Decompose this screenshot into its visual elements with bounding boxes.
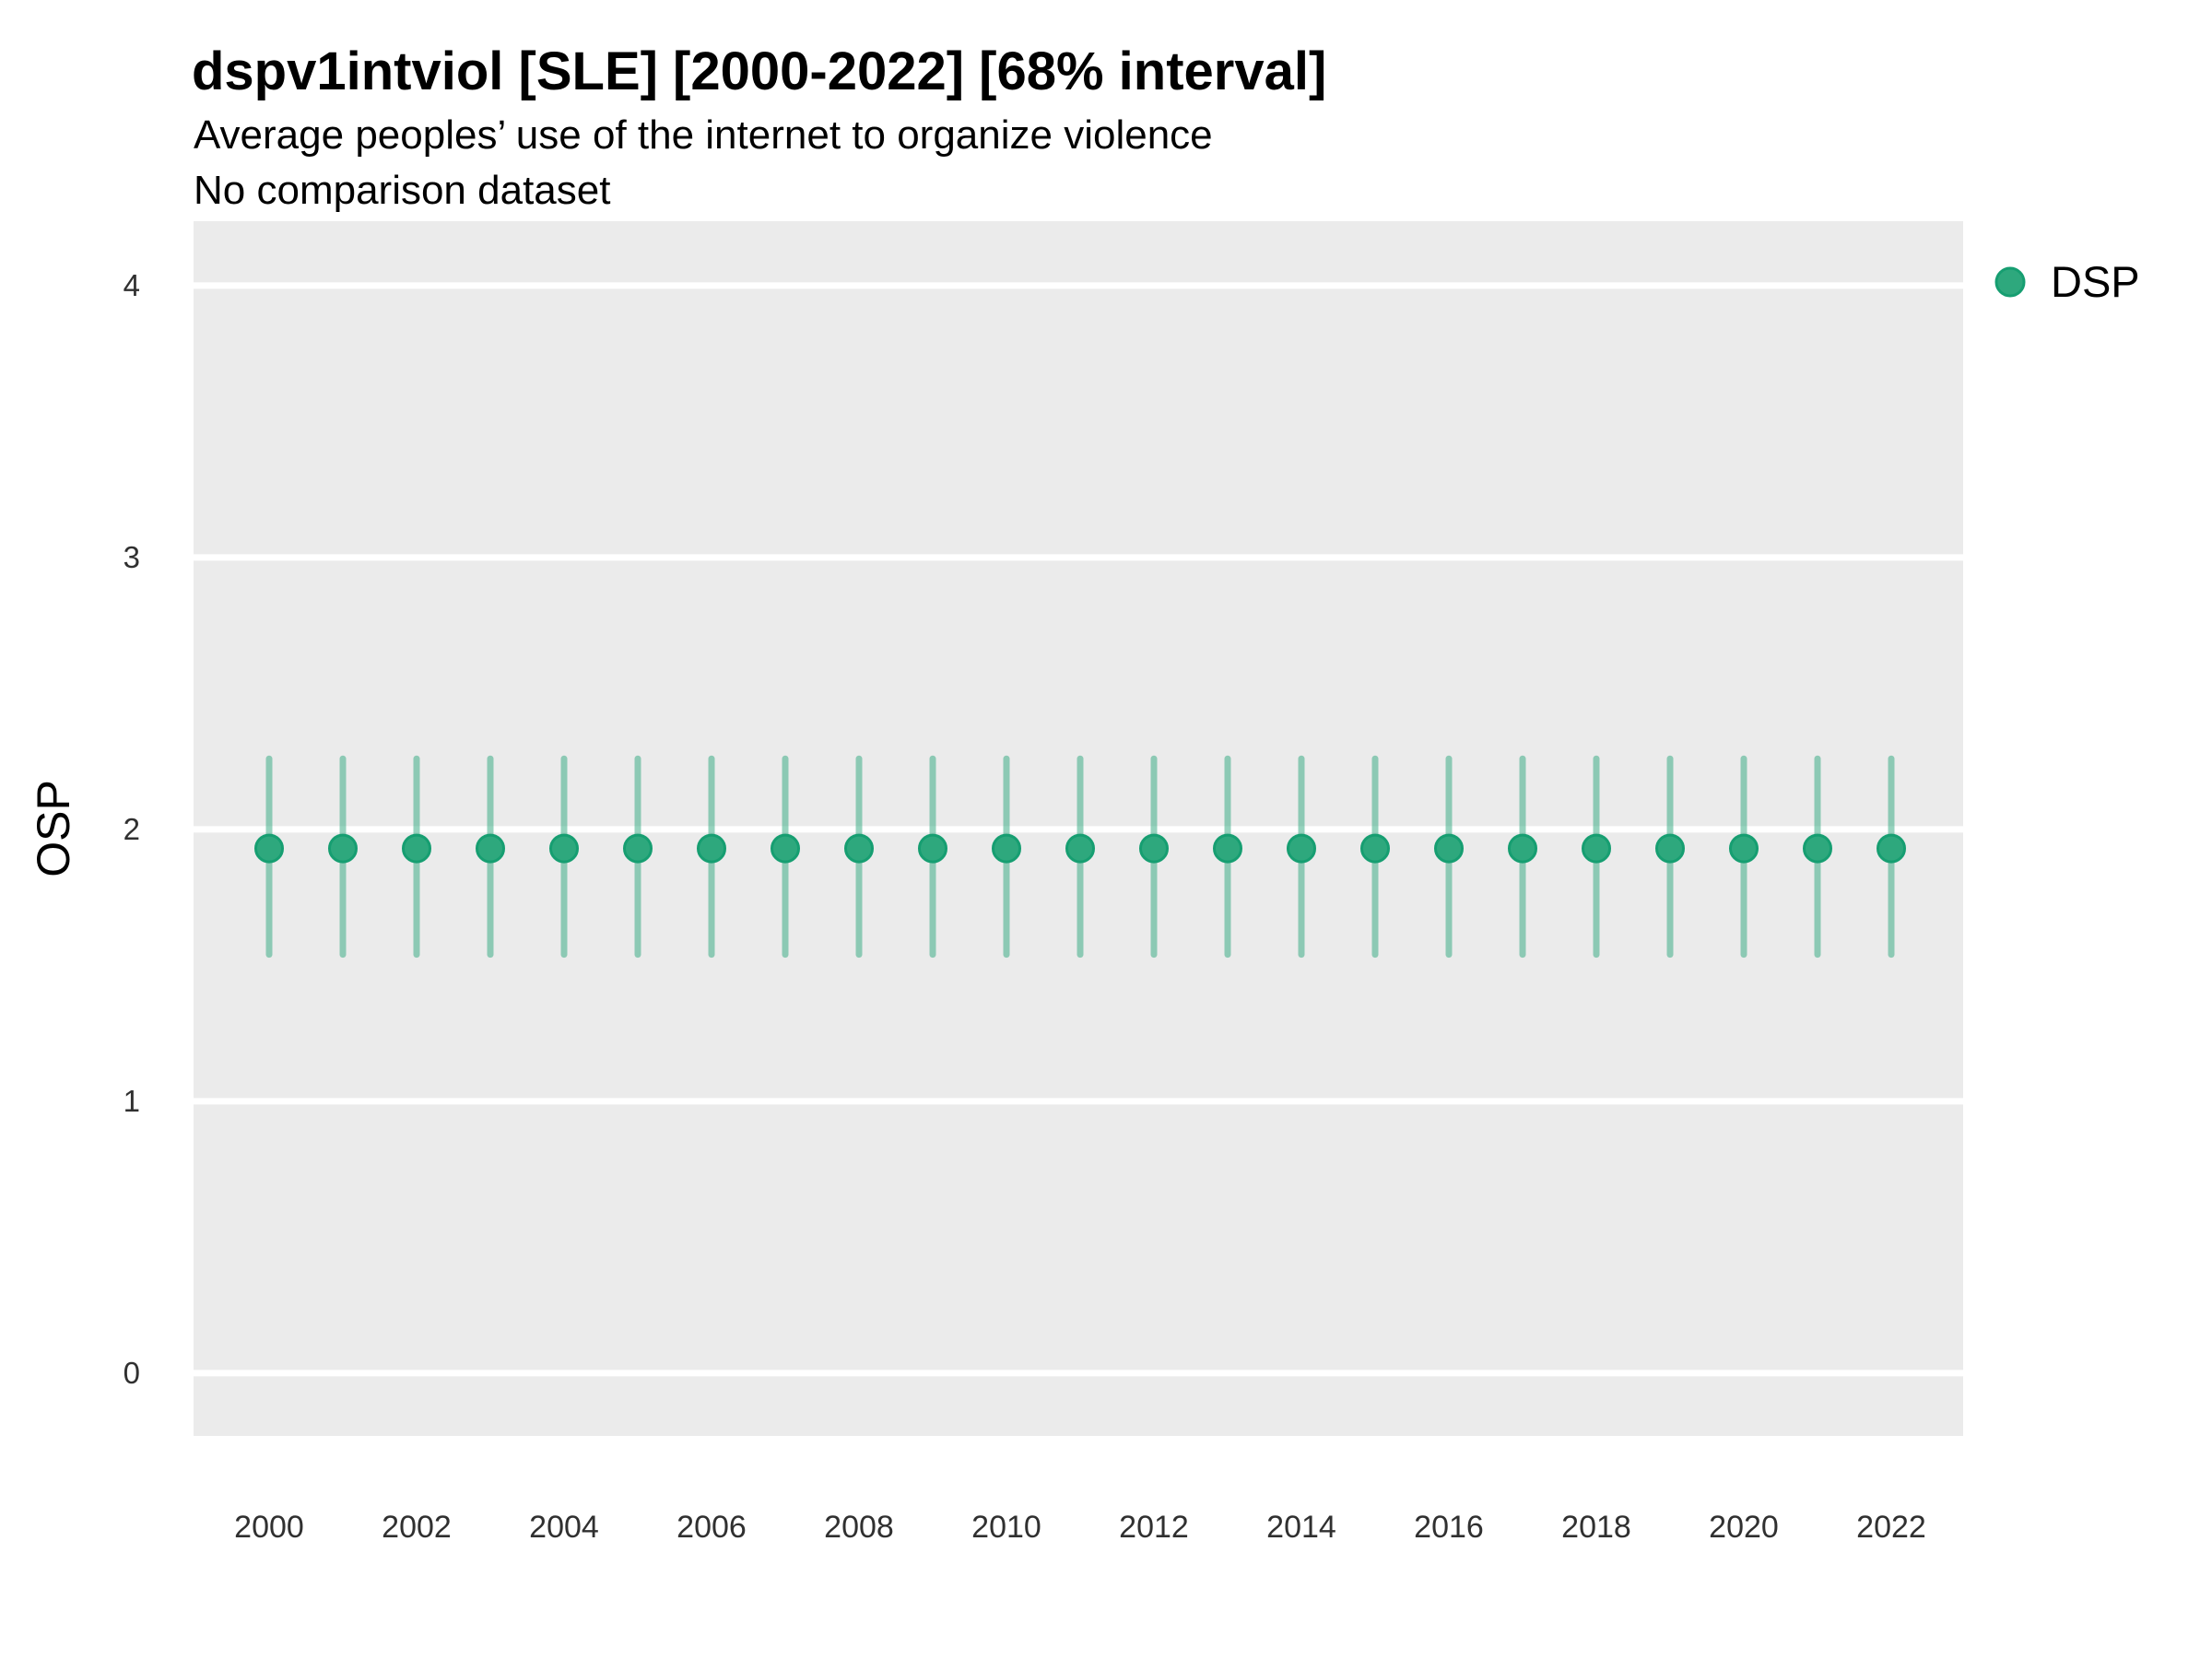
- legend-point-icon: [1994, 266, 2026, 297]
- x-tick-label-2014: 2014: [1266, 1510, 1336, 1545]
- chart-subtitle-line2: No comparison dataset: [194, 168, 611, 213]
- x-tick-label-2004: 2004: [529, 1510, 599, 1545]
- legend: DSP: [1994, 256, 2140, 307]
- data-point-2001: [328, 833, 358, 864]
- data-point-2018: [1582, 833, 1611, 864]
- y-tick-label-2: 2: [123, 811, 140, 846]
- chart-subtitle-line1: Average peoples’ use of the internet to …: [194, 112, 1213, 158]
- x-tick-label-2000: 2000: [234, 1510, 304, 1545]
- x-tick-label-2016: 2016: [1414, 1510, 1484, 1545]
- data-point-2014: [1287, 833, 1316, 864]
- page-title: dspv1intviol [SLE] [2000-2022] [68% inte…: [192, 41, 1327, 101]
- x-tick-label-2012: 2012: [1119, 1510, 1189, 1545]
- data-point-2012: [1139, 833, 1169, 864]
- legend-label: DSP: [2051, 257, 2140, 306]
- x-tick-label-2010: 2010: [971, 1510, 1041, 1545]
- data-point-2010: [992, 833, 1021, 864]
- data-point-2005: [623, 833, 653, 864]
- data-point-2008: [844, 833, 874, 864]
- x-tick-label-2022: 2022: [1856, 1510, 1926, 1545]
- data-point-2009: [918, 833, 947, 864]
- data-point-2006: [697, 833, 726, 864]
- data-point-2002: [402, 833, 431, 864]
- plot-svg: [194, 282, 1963, 1377]
- data-point-2016: [1434, 833, 1464, 864]
- y-tick-label-3: 3: [123, 539, 140, 574]
- x-tick-label-2020: 2020: [1709, 1510, 1779, 1545]
- data-point-2021: [1803, 833, 1832, 864]
- y-tick-label-4: 4: [123, 267, 140, 302]
- data-point-2011: [1065, 833, 1095, 864]
- x-tick-label-2002: 2002: [382, 1510, 452, 1545]
- data-point-2017: [1508, 833, 1537, 864]
- x-tick-label-2018: 2018: [1561, 1510, 1631, 1545]
- data-point-2004: [549, 833, 579, 864]
- data-point-2022: [1877, 833, 1906, 864]
- y-tick-label-1: 1: [123, 1083, 140, 1118]
- x-tick-label-2006: 2006: [677, 1510, 747, 1545]
- data-point-2013: [1213, 833, 1242, 864]
- data-point-2015: [1360, 833, 1390, 864]
- data-point-2007: [771, 833, 800, 864]
- data-point-2003: [476, 833, 505, 864]
- plot-panel: [194, 221, 1963, 1436]
- y-tick-label-0: 0: [123, 1355, 140, 1390]
- data-point-2020: [1729, 833, 1759, 864]
- x-tick-label-2008: 2008: [824, 1510, 894, 1545]
- data-point-2000: [254, 833, 284, 864]
- data-point-2019: [1655, 833, 1685, 864]
